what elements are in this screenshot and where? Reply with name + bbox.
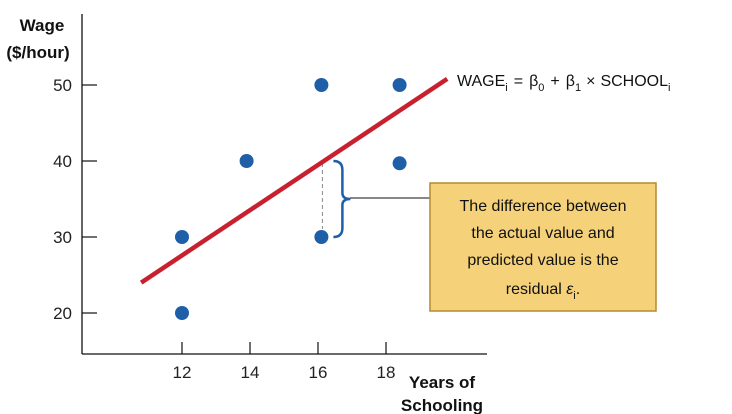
data-point-1: [175, 230, 189, 244]
data-point-6: [392, 78, 407, 92]
x-axis-title-line1: Years of: [409, 373, 475, 392]
data-point-7: [392, 156, 407, 171]
regression-line-layer: [139, 77, 449, 285]
callout-line-1: The difference between: [460, 198, 627, 215]
y-axis-title-line1: Wage: [20, 16, 65, 35]
data-point-2: [175, 306, 189, 320]
x-tick-label-12: 12: [173, 363, 192, 382]
y-tick-label-40: 40: [53, 152, 72, 171]
y-tick-label-20: 20: [53, 304, 72, 323]
regression-line: [139, 77, 449, 285]
x-axis-title-line2: Schooling: [401, 396, 483, 414]
residual-bracket: [333, 159, 351, 239]
callout-box: [429, 182, 657, 312]
data-points: [175, 78, 407, 320]
x-tick-label-16: 16: [309, 363, 328, 382]
y-tick-label-30: 30: [53, 228, 72, 247]
x-tick-label-18: 18: [377, 363, 396, 382]
regression-equation: WAGEi = β0 + β1 × SCHOOLi: [457, 73, 670, 94]
y-axis-title-line2: ($/hour): [6, 43, 69, 62]
ticks: 12 14 16 18 20 30 40 50: [53, 76, 395, 382]
callout-line-2: the actual value and: [471, 225, 614, 242]
residual-marker: [321, 159, 351, 239]
callout-line-4: residual εi.: [506, 281, 580, 302]
x-tick-label-14: 14: [241, 363, 260, 382]
data-point-4: [314, 78, 329, 92]
callout-line-3: predicted value is the: [467, 252, 618, 269]
data-point-5: [314, 230, 329, 244]
data-point-3: [239, 154, 254, 168]
y-tick-label-50: 50: [53, 76, 72, 95]
